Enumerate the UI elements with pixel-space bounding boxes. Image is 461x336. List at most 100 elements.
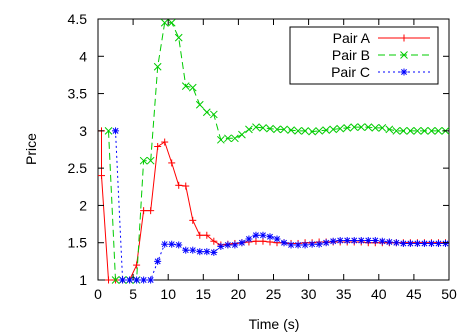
series-pair-c <box>112 127 449 284</box>
data-point <box>273 125 281 134</box>
data-point <box>167 18 176 27</box>
data-point <box>420 239 428 247</box>
data-point <box>182 246 190 254</box>
data-point <box>350 123 359 131</box>
data-point <box>350 236 358 244</box>
data-point <box>434 127 443 135</box>
data-point <box>139 156 148 165</box>
data-point <box>252 231 260 239</box>
data-point <box>287 126 295 134</box>
data-point <box>203 231 211 239</box>
data-point <box>196 248 204 256</box>
x-tick-label: 0 <box>94 286 102 302</box>
data-point <box>280 239 288 247</box>
data-point <box>259 231 267 239</box>
legend-entry: Pair C <box>331 64 430 80</box>
legend-label: Pair A <box>333 30 371 46</box>
data-point <box>126 276 134 284</box>
data-point <box>245 125 253 134</box>
data-point <box>217 242 225 250</box>
data-point <box>181 82 190 90</box>
data-point <box>287 241 295 249</box>
data-point <box>308 127 316 136</box>
data-point <box>322 126 331 134</box>
data-point <box>385 125 394 134</box>
data-point <box>231 241 239 249</box>
data-point <box>427 239 435 247</box>
data-point <box>104 127 113 135</box>
data-point <box>427 127 436 135</box>
data-point <box>189 216 197 224</box>
data-point <box>238 130 246 139</box>
data-point <box>188 83 197 92</box>
x-tick-label: 5 <box>129 286 137 302</box>
data-point <box>406 127 415 135</box>
data-point <box>336 124 345 133</box>
y-tick-label: 2 <box>79 197 87 213</box>
data-point <box>111 276 120 284</box>
data-point <box>105 276 113 284</box>
data-point <box>133 276 141 284</box>
data-point <box>315 240 323 248</box>
data-point <box>147 276 155 284</box>
y-tick-label: 1.5 <box>68 235 88 251</box>
data-point <box>378 237 386 245</box>
data-point <box>252 237 260 245</box>
data-point <box>280 125 288 134</box>
data-point <box>161 138 169 146</box>
data-point <box>441 239 449 247</box>
data-point <box>98 172 106 180</box>
data-point <box>231 134 239 143</box>
y-tick-label: 3.5 <box>68 86 88 102</box>
data-point <box>112 127 120 135</box>
data-point <box>174 33 183 42</box>
data-point <box>154 257 162 265</box>
data-point <box>392 127 401 135</box>
data-point <box>168 159 176 167</box>
legend-entry: Pair B <box>332 47 430 63</box>
data-point <box>238 239 246 247</box>
y-tick-label: 3 <box>79 123 87 139</box>
data-point <box>392 239 400 247</box>
legend-label: Pair B <box>332 47 370 63</box>
data-point <box>406 239 414 247</box>
x-tick-label: 30 <box>301 286 317 302</box>
series-pair-a <box>98 127 449 284</box>
data-point <box>294 241 302 249</box>
data-point <box>371 236 379 244</box>
legend-label: Pair C <box>331 64 370 80</box>
data-point <box>203 248 211 256</box>
data-point <box>189 246 197 254</box>
data-point <box>140 276 148 284</box>
series-pair-b <box>104 18 450 284</box>
y-axis-title: Price <box>23 133 39 165</box>
data-point <box>385 238 393 246</box>
data-point <box>119 276 127 284</box>
series-line <box>115 130 446 281</box>
series-line <box>101 130 446 281</box>
data-point <box>322 239 330 247</box>
data-point <box>161 240 169 248</box>
x-tick-label: 40 <box>371 286 387 302</box>
data-point <box>364 123 373 131</box>
data-point <box>154 143 162 151</box>
data-point <box>168 240 176 248</box>
x-tick-label: 25 <box>266 286 282 302</box>
legend-entry: Pair A <box>333 30 430 46</box>
x-tick-label: 10 <box>160 286 176 302</box>
legend-marker <box>400 68 408 76</box>
data-point <box>343 124 352 132</box>
data-point <box>146 156 155 165</box>
data-point <box>357 123 366 131</box>
data-point <box>399 239 407 247</box>
data-point <box>266 233 274 241</box>
data-point <box>308 240 316 248</box>
data-point <box>224 241 232 249</box>
y-tick-label: 4 <box>79 48 87 64</box>
data-point <box>343 236 351 244</box>
data-point <box>357 236 365 244</box>
x-tick-label: 20 <box>231 286 247 302</box>
data-point <box>434 239 442 247</box>
